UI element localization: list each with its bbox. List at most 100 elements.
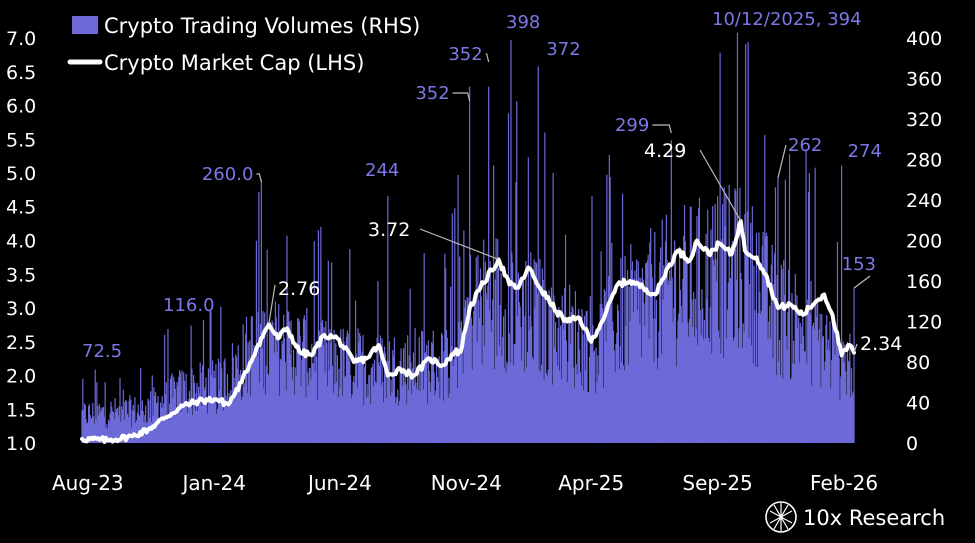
y-right-tick-label: 160 (906, 271, 942, 293)
volume-bar (396, 397, 398, 443)
volume-bar (492, 299, 494, 443)
volume-bar (560, 379, 562, 443)
volume-bar (567, 361, 569, 443)
y-left-tick-label: 4.0 (6, 231, 36, 253)
volume-bar (465, 322, 467, 443)
volume-bar (184, 407, 186, 443)
volume-bar (548, 290, 550, 443)
volume-bar (188, 399, 190, 443)
volume-bar (450, 346, 453, 443)
volume-bar (136, 412, 138, 443)
volume-bar (701, 289, 703, 443)
volume-bar (141, 400, 143, 443)
volume-bar (459, 328, 462, 443)
volume-bar (362, 335, 364, 443)
volume-bar (820, 387, 822, 443)
volume-bar (407, 335, 409, 443)
volume-bar (824, 361, 826, 443)
volume-bar (462, 373, 464, 443)
volume-bar (97, 406, 99, 443)
volume-bar (495, 238, 497, 443)
volume-annotation-leader (777, 144, 787, 178)
volume-bar (794, 273, 796, 443)
volume-bar (427, 340, 429, 443)
volume-bar (117, 415, 119, 443)
volume-bar (306, 307, 308, 443)
volume-bar (491, 320, 493, 443)
volume-bar (690, 206, 692, 443)
volume-bar (234, 397, 236, 443)
volume-bar (103, 416, 105, 443)
volume-bar (130, 399, 132, 443)
volume-bar (654, 231, 656, 443)
legend-label-market-cap: Crypto Market Cap (LHS) (104, 51, 364, 75)
volume-bar (731, 244, 733, 443)
volume-bar (376, 337, 378, 443)
volume-bar (671, 277, 673, 443)
volume-bar (280, 360, 282, 443)
volume-bar (631, 261, 634, 443)
volume-bar (209, 310, 211, 443)
volume-bar (154, 395, 156, 443)
volume-bar (650, 227, 652, 443)
volume-bar (588, 357, 591, 443)
y-right-tick-label: 200 (906, 231, 942, 253)
volume-bar (409, 288, 411, 443)
volume-bar (612, 321, 614, 443)
volume-bar (216, 408, 219, 443)
volume-bar (722, 357, 724, 443)
volume-bar (740, 272, 742, 443)
y-left-tick-label: 2.5 (6, 332, 36, 354)
y-left-tick-label: 6.5 (6, 62, 36, 84)
volume-bar (589, 296, 591, 443)
volume-bar (697, 345, 699, 443)
volume-bar (831, 318, 834, 443)
volume-bar (827, 339, 829, 443)
volume-bar (163, 403, 165, 443)
volume-bar (207, 368, 210, 443)
volume-bar (725, 193, 727, 443)
volume-bar (129, 395, 131, 443)
volume-bar (434, 395, 436, 443)
volume-bar (822, 335, 825, 443)
volume-bar (475, 257, 477, 443)
volume-bar (850, 397, 852, 443)
volume-bar (446, 337, 448, 443)
volume-bar (806, 363, 808, 443)
volume-bar (632, 312, 634, 443)
volume-bar (621, 193, 624, 443)
volume-bar (598, 328, 601, 443)
volume-bar (180, 411, 182, 443)
volume-bar (412, 352, 415, 443)
volume-bar (656, 369, 658, 443)
volume-bar (189, 399, 191, 443)
volume-annotation: 116.0 (163, 295, 215, 316)
volume-bar (337, 397, 339, 443)
volume-bar (114, 398, 116, 443)
volume-bar (759, 291, 761, 443)
volume-bar (212, 377, 215, 443)
volume-bar (388, 341, 391, 443)
volume-bar (489, 261, 491, 443)
legend-label-volumes: Crypto Trading Volumes (RHS) (104, 14, 420, 38)
volume-bar (575, 364, 577, 443)
volume-bar (272, 322, 274, 443)
volume-bar (218, 390, 220, 443)
volume-bar (185, 373, 187, 443)
volume-bar (721, 204, 724, 443)
volume-bar (83, 409, 85, 443)
volume-bar (798, 317, 800, 443)
volume-bar (486, 299, 488, 443)
x-tick-label: Nov-24 (431, 471, 502, 495)
volume-bar (332, 392, 334, 443)
volume-bar (611, 242, 613, 443)
market-cap-annotation-leader (268, 284, 276, 325)
volume-bar (166, 419, 168, 443)
volume-bar (698, 208, 700, 443)
volume-bar (147, 398, 149, 443)
volume-bar (801, 326, 803, 443)
volume-bar (266, 249, 268, 443)
volume-bar (402, 348, 405, 443)
volume-bar (775, 375, 777, 443)
volume-bar (142, 411, 144, 443)
